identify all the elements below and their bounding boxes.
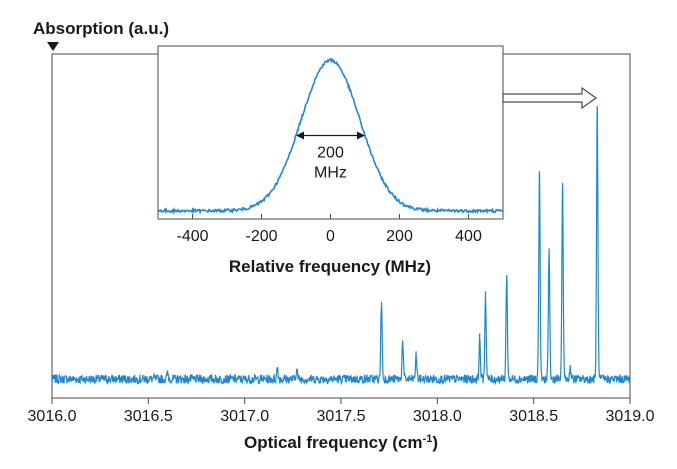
inset-x-tick-label: 200 [386, 228, 413, 245]
y-axis-title: Absorption (a.u.) [33, 19, 169, 38]
main-x-tick-label: 3017.5 [317, 408, 366, 425]
main-x-ticks: 3016.0 3016.5 3017.0 3017.5 3018.0 3018.5 3019… [28, 398, 655, 425]
inset-x-tick-label: 400 [455, 228, 482, 245]
main-x-tick-label: 3017.0 [220, 408, 269, 425]
main-spectrum-trace [51, 105, 631, 386]
inset-x-tick-label: -400 [176, 228, 208, 245]
inset-x-tick-label: 0 [326, 228, 335, 245]
main-x-tick-label: 3018.5 [509, 408, 558, 425]
inset-x-axis-title: Relative frequency (MHz) [229, 257, 431, 276]
inset-x-tick-label: -200 [245, 228, 277, 245]
x-axis-title: Optical frequency (cm-1) [244, 433, 438, 452]
zoom-indicator-arrow [502, 86, 598, 110]
main-x-tick-label: 3016.0 [28, 408, 77, 425]
inset-spectrum-trace [157, 57, 504, 215]
inset-x-ticks: -400 -200 0 200 400 [176, 214, 482, 245]
fwhm-arrowhead-right [357, 131, 365, 140]
fwhm-unit-label: MHz [314, 165, 347, 182]
inset-plot-frame [157, 45, 504, 220]
fwhm-arrowhead-left [296, 131, 304, 140]
y-axis-marker-triangle [47, 42, 59, 51]
main-x-tick-label: 3019.0 [606, 408, 655, 425]
main-x-tick-label: 3018.0 [413, 408, 462, 425]
main-x-tick-label: 3016.5 [124, 408, 173, 425]
fwhm-value-label: 200 [317, 145, 344, 162]
fwhm-annotation: 200 MHz [296, 131, 365, 182]
